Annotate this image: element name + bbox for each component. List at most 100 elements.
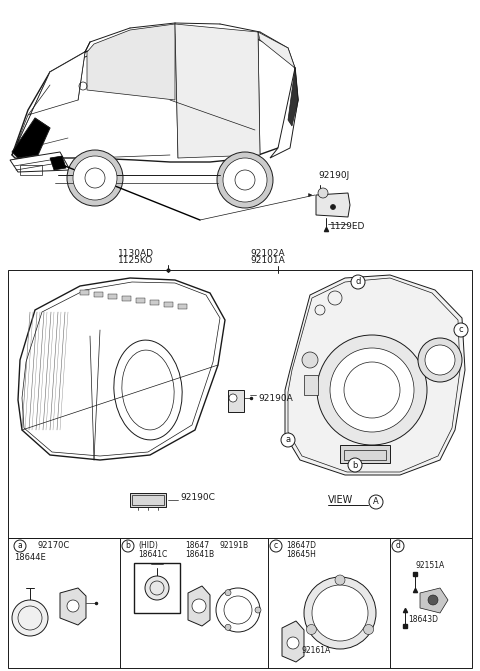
Bar: [80, 290, 89, 295]
Polygon shape: [60, 588, 86, 625]
Circle shape: [302, 352, 318, 368]
Text: 1125KO: 1125KO: [118, 256, 153, 265]
Circle shape: [255, 607, 261, 613]
Circle shape: [281, 433, 295, 447]
Circle shape: [145, 576, 169, 600]
Bar: [20, 165, 42, 175]
Text: A: A: [373, 497, 379, 507]
Text: (HID): (HID): [138, 541, 158, 550]
Circle shape: [304, 577, 376, 649]
Polygon shape: [288, 68, 298, 126]
Text: c: c: [459, 325, 463, 335]
Text: 18641B: 18641B: [185, 550, 214, 559]
Text: 92190J: 92190J: [318, 170, 349, 180]
Circle shape: [287, 637, 299, 649]
Bar: [94, 292, 103, 297]
Bar: [8, 538, 472, 668]
Text: 18641C: 18641C: [138, 550, 167, 559]
Text: a: a: [18, 541, 23, 550]
Bar: [340, 445, 390, 463]
Polygon shape: [12, 33, 298, 162]
Text: 18644E: 18644E: [14, 553, 46, 562]
Circle shape: [363, 625, 373, 635]
Circle shape: [12, 600, 48, 636]
Text: d: d: [396, 541, 400, 550]
Text: 92190C: 92190C: [180, 493, 215, 503]
Circle shape: [225, 624, 231, 630]
Circle shape: [14, 540, 26, 552]
Circle shape: [348, 458, 362, 472]
Text: 92191B: 92191B: [220, 541, 249, 550]
Polygon shape: [270, 68, 298, 158]
Text: 18643D: 18643D: [408, 615, 438, 625]
Text: d: d: [355, 278, 360, 287]
Circle shape: [418, 338, 462, 382]
Circle shape: [67, 600, 79, 612]
Circle shape: [217, 152, 273, 208]
Circle shape: [312, 585, 368, 641]
Polygon shape: [175, 24, 260, 158]
Polygon shape: [50, 156, 66, 170]
Text: 92170C: 92170C: [38, 541, 70, 550]
Bar: [130, 493, 166, 507]
Polygon shape: [258, 32, 295, 68]
Circle shape: [225, 590, 231, 596]
Bar: [178, 304, 187, 309]
Circle shape: [428, 595, 438, 605]
Circle shape: [351, 275, 365, 289]
Polygon shape: [10, 152, 70, 172]
Text: 92101A: 92101A: [250, 256, 285, 265]
Text: 18645H: 18645H: [286, 550, 316, 559]
Bar: [108, 294, 117, 299]
Circle shape: [229, 394, 237, 402]
Text: 18647: 18647: [185, 541, 209, 550]
Polygon shape: [420, 588, 448, 613]
Bar: [164, 302, 173, 307]
Circle shape: [306, 625, 316, 635]
Text: VIEW: VIEW: [328, 495, 353, 505]
Text: c: c: [274, 541, 278, 550]
Circle shape: [392, 540, 404, 552]
Polygon shape: [12, 118, 50, 158]
Circle shape: [425, 345, 455, 375]
Circle shape: [331, 205, 336, 209]
Circle shape: [192, 599, 206, 613]
Bar: [122, 296, 131, 301]
Text: 1130AD: 1130AD: [118, 249, 154, 258]
Text: a: a: [286, 435, 290, 444]
Circle shape: [369, 495, 383, 509]
Text: 92190A: 92190A: [258, 394, 293, 403]
Circle shape: [330, 348, 414, 432]
Circle shape: [335, 575, 345, 585]
Text: b: b: [352, 460, 358, 470]
Bar: [344, 450, 386, 460]
Circle shape: [73, 156, 117, 200]
Polygon shape: [285, 275, 465, 475]
Circle shape: [317, 335, 427, 445]
Polygon shape: [316, 193, 350, 217]
Text: b: b: [126, 541, 131, 550]
Text: 92102A: 92102A: [250, 249, 285, 258]
Bar: [304, 375, 318, 395]
Bar: [228, 390, 244, 412]
Circle shape: [67, 150, 123, 206]
Circle shape: [122, 540, 134, 552]
Text: 1129ED: 1129ED: [330, 222, 365, 231]
Bar: [134, 563, 180, 613]
Bar: [136, 298, 145, 303]
Polygon shape: [87, 24, 175, 100]
Polygon shape: [12, 52, 85, 155]
Circle shape: [454, 323, 468, 337]
Bar: [8, 270, 472, 538]
Polygon shape: [18, 278, 225, 460]
Bar: [150, 300, 159, 305]
Bar: [132, 495, 164, 505]
Circle shape: [223, 158, 267, 202]
Text: 92151A: 92151A: [415, 562, 444, 570]
Circle shape: [318, 188, 328, 198]
Text: 92161A: 92161A: [302, 646, 331, 655]
Polygon shape: [188, 586, 210, 626]
Text: 18647D: 18647D: [286, 541, 316, 550]
Circle shape: [270, 540, 282, 552]
Polygon shape: [282, 621, 304, 662]
